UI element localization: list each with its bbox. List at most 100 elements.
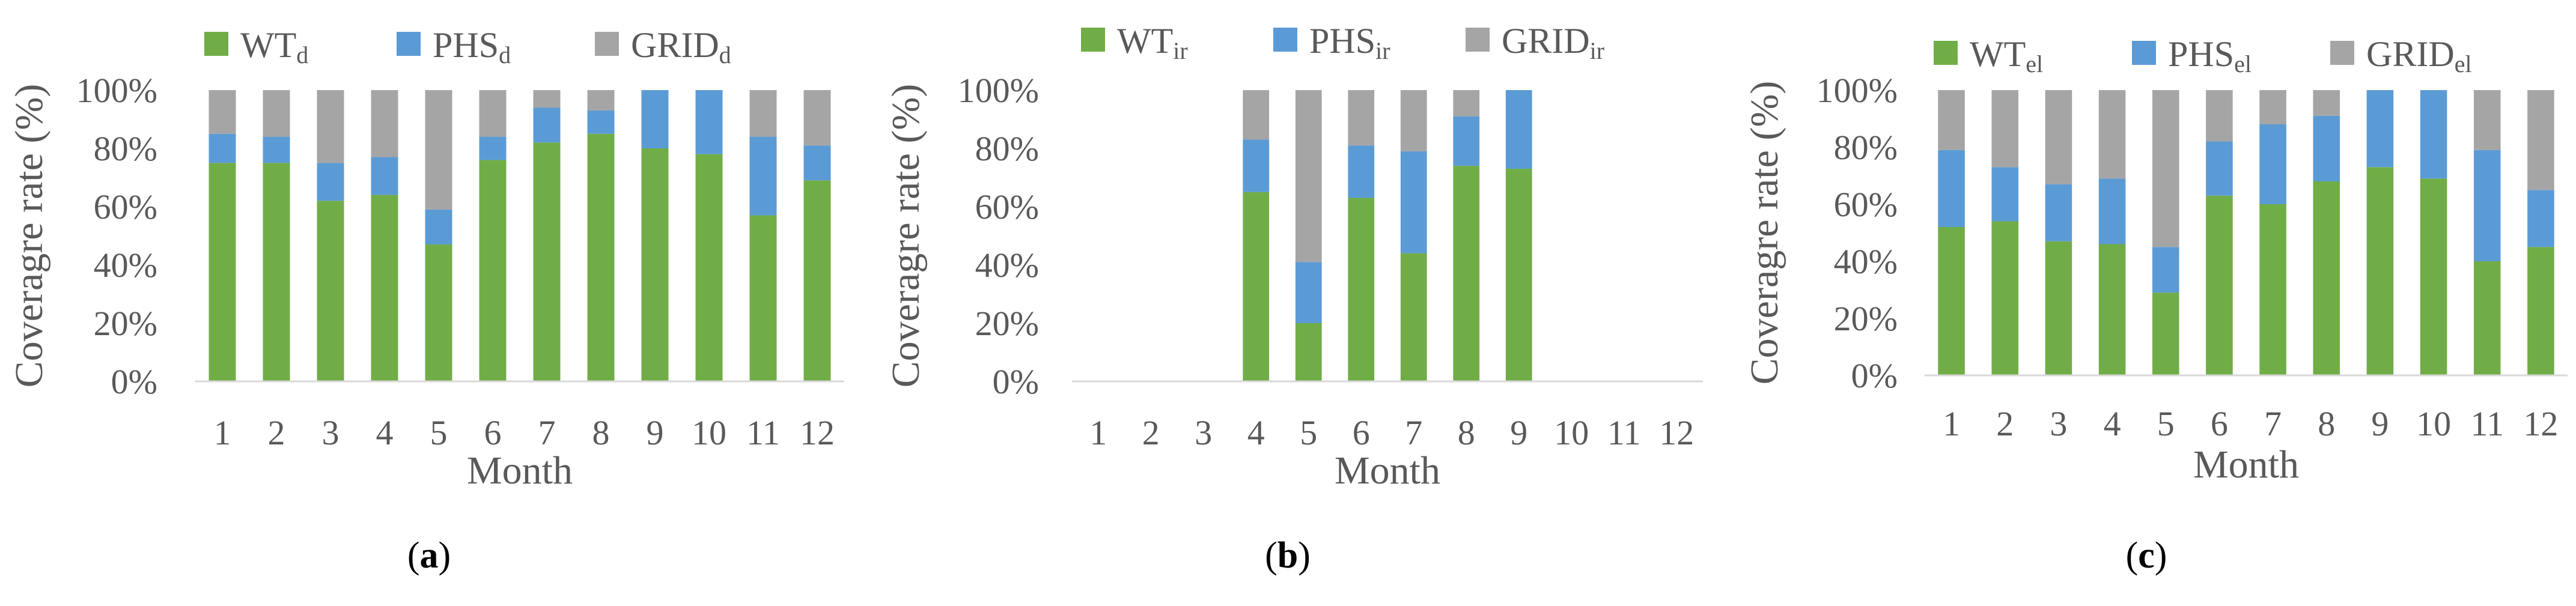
x-tick-label: 5 — [430, 413, 448, 452]
bar-grid-ir-month-8 — [1453, 90, 1480, 117]
x-tick-label: 3 — [2050, 404, 2067, 443]
legend-swatch-phs — [397, 32, 421, 56]
chart-c: 0%20%40%60%80%100%Coveragre rate (%)1 2 3 4… — [1743, 34, 2568, 576]
bar-phs-el-month-12 — [2527, 190, 2554, 247]
bar-wt-ir-month-8 — [1453, 166, 1480, 381]
x-tick-label: 3 — [322, 413, 340, 452]
legend-swatch-wt — [1081, 28, 1105, 52]
legend-label-phs: PHSir — [1309, 21, 1390, 64]
bar-wt-el-month-2 — [1991, 221, 2019, 375]
bar-wt-ir-month-7 — [1400, 253, 1427, 381]
bar-phs-el-month-1 — [1938, 150, 1965, 227]
x-tick-label: 9 — [2371, 404, 2389, 443]
legend-swatch-wt — [1934, 41, 1958, 65]
bar-phs-d-month-6 — [479, 136, 507, 160]
x-tick-label: 1 — [1089, 413, 1107, 452]
bar-grid-el-month-12 — [2527, 90, 2554, 190]
legend-label-grid: GRIDir — [1502, 21, 1604, 64]
bar-grid-d-month-5 — [425, 90, 452, 210]
y-tick-label: 0% — [1851, 356, 1898, 395]
bar-wt-el-month-12 — [2527, 247, 2554, 375]
x-tick-label: 10 — [692, 413, 726, 452]
y-tick-label: 100% — [958, 71, 1039, 110]
x-tick-label: 4 — [2104, 404, 2121, 443]
x-tick-label: 2 — [1142, 413, 1160, 452]
y-tick-label: 20% — [94, 304, 157, 343]
x-axis-title: Month — [467, 449, 573, 492]
bar-grid-d-month-7 — [533, 90, 561, 108]
bar-phs-d-month-11 — [749, 136, 777, 216]
y-tick-label: 40% — [94, 246, 157, 285]
bar-phs-ir-month-7 — [1400, 151, 1427, 253]
y-tick-label: 80% — [94, 129, 157, 168]
bar-grid-d-month-12 — [803, 90, 831, 146]
bar-phs-d-month-8 — [587, 110, 615, 134]
x-tick-label: 5 — [1300, 413, 1317, 452]
bar-wt-d-month-9 — [641, 148, 669, 381]
x-tick-label: 12 — [2523, 404, 2558, 443]
bar-wt-d-month-7 — [533, 142, 561, 382]
legend-swatch-grid — [2330, 41, 2354, 65]
bar-phs-ir-month-6 — [1348, 145, 1375, 198]
bar-grid-el-month-5 — [2152, 90, 2179, 247]
bar-phs-el-month-3 — [2045, 184, 2072, 241]
bar-wt-d-month-12 — [803, 180, 831, 381]
bar-grid-el-month-7 — [2259, 90, 2286, 124]
bar-phs-el-month-9 — [2366, 90, 2394, 168]
bar-grid-ir-month-7 — [1400, 90, 1427, 151]
bar-phs-ir-month-5 — [1295, 262, 1322, 323]
bar-grid-el-month-3 — [2045, 90, 2072, 184]
x-tick-label: 2 — [1996, 404, 2014, 443]
x-tick-label: 8 — [2318, 404, 2335, 443]
bar-phs-d-month-3 — [317, 163, 344, 201]
bar-grid-ir-month-5 — [1295, 90, 1322, 262]
x-tick-label: 11 — [746, 413, 780, 452]
chart-panel-b: 0% 20% 40% 60% 80% 100% Coveragre rate (%) 1 2 3 4… — [859, 0, 1717, 606]
x-tick-label: 8 — [1458, 413, 1475, 452]
bar-phs-el-month-10 — [2420, 90, 2447, 179]
bar-wt-d-month-1 — [209, 163, 236, 381]
bar-wt-d-month-3 — [317, 201, 344, 381]
x-tick-label: 8 — [592, 413, 610, 452]
x-tick-label: 7 — [2264, 404, 2282, 443]
chart-a: 0%20%40%60%80%100%Coveragre rate (%)1 2 3 4… — [7, 25, 844, 576]
legend-swatch-grid — [595, 32, 619, 56]
bar-phs-el-month-2 — [1991, 167, 2019, 222]
legend-label-wt: WTd — [240, 25, 308, 68]
legend-swatch-phs — [1273, 28, 1297, 52]
bar-phs-d-month-4 — [371, 157, 398, 195]
x-tick-label: 7 — [538, 413, 556, 452]
bar-wt-el-month-10 — [2420, 178, 2447, 375]
chart-panel-a: 0% 20% 40% 60% 80% 100% Coveragre rate (%) 1 2 3 4… — [0, 0, 859, 606]
bar-grid-el-month-2 — [1991, 90, 2019, 168]
bar-wt-ir-month-6 — [1348, 198, 1375, 381]
x-tick-label: 1 — [214, 413, 231, 452]
bar-grid-d-month-8 — [587, 90, 615, 111]
y-axis-title: Coveragre rate (%) — [7, 84, 51, 388]
chart-b: 0%20%40%60%80%100%Coveragre rate (%)1 2 3 4… — [884, 21, 1703, 576]
legend-label-grid: GRIDel — [2366, 34, 2472, 77]
x-tick-label: 10 — [2416, 404, 2451, 443]
x-tick-label: 2 — [268, 413, 285, 452]
bar-wt-d-month-11 — [749, 215, 777, 381]
y-tick-label: 0% — [111, 362, 157, 401]
legend-label-wt: WTel — [1970, 34, 2043, 77]
legend-swatch-phs — [2132, 41, 2156, 65]
x-tick-label: 10 — [1554, 413, 1589, 452]
x-axis-title: Month — [1335, 449, 1440, 492]
bar-grid-el-month-4 — [2098, 90, 2126, 179]
bar-phs-d-month-10 — [695, 90, 723, 154]
bar-phs-el-month-8 — [2313, 115, 2340, 181]
bar-wt-el-month-6 — [2206, 195, 2233, 375]
bar-wt-el-month-1 — [1938, 227, 1965, 375]
y-axis-title: Coveragre rate (%) — [1743, 81, 1786, 385]
x-tick-label: 7 — [1405, 413, 1422, 452]
legend-label-wt: WTir — [1117, 21, 1188, 64]
bar-phs-ir-month-4 — [1243, 139, 1270, 192]
legend-swatch-wt — [204, 32, 228, 56]
bar-grid-el-month-11 — [2473, 90, 2501, 150]
bar-grid-d-month-4 — [371, 90, 398, 157]
legend-label-grid: GRIDd — [631, 25, 731, 68]
bar-grid-el-month-6 — [2206, 90, 2233, 142]
x-tick-label: 12 — [800, 413, 835, 452]
